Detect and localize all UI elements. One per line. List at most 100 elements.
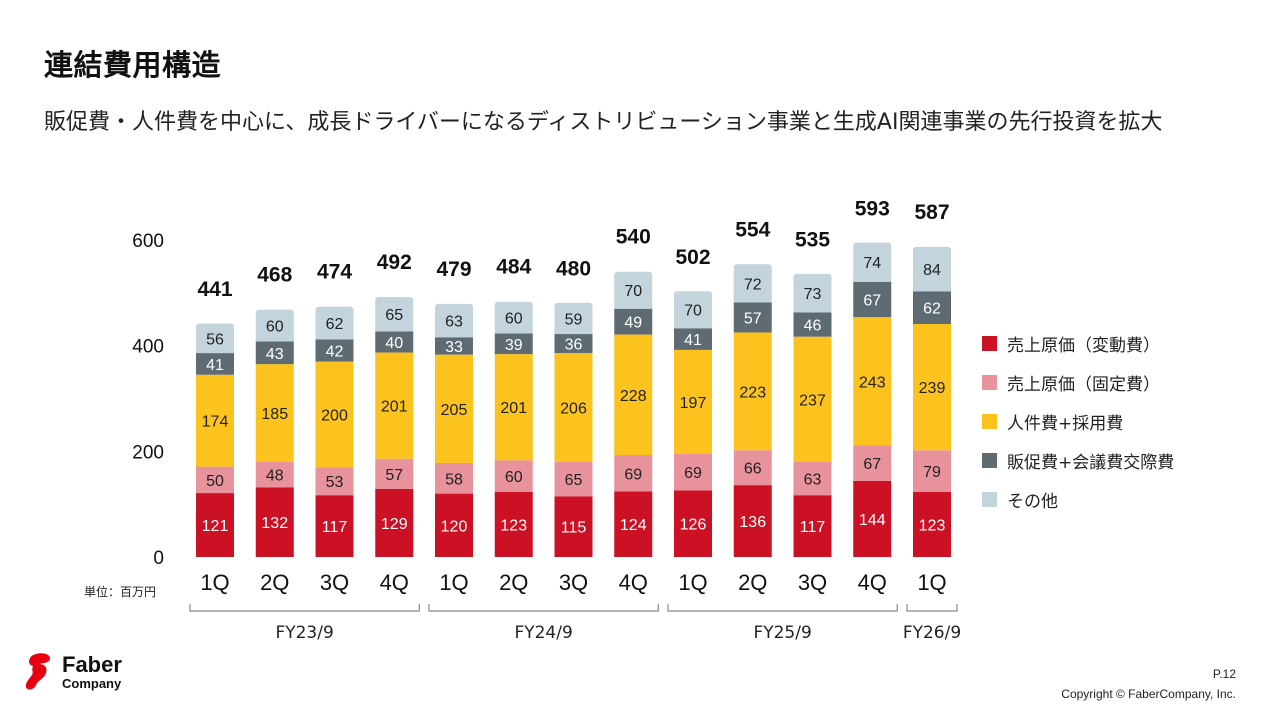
bar-segment bbox=[793, 273, 832, 313]
legend-label: 売上原価（変動費） bbox=[1007, 336, 1160, 356]
bars: 121 50 174 41 56 132 48 185 43 60 117 53 200 42 62 129 5… bbox=[196, 242, 951, 557]
bar-segment bbox=[255, 461, 294, 488]
bar-segment-label: 117 bbox=[322, 519, 348, 536]
y-tick-label: 200 bbox=[132, 442, 164, 463]
company-logo: Faber Company bbox=[24, 652, 122, 692]
bar-segment-label: 205 bbox=[441, 402, 468, 419]
bar-segment-label: 65 bbox=[385, 307, 403, 324]
bar-segment-label: 48 bbox=[266, 468, 284, 485]
x-tick-label: 1Q bbox=[917, 570, 946, 595]
bar-total-label: 492 bbox=[377, 251, 412, 274]
bar-segment bbox=[793, 312, 832, 337]
bar-segment-label: 57 bbox=[385, 467, 403, 484]
bar-segment-fill bbox=[614, 304, 653, 309]
bar-segment bbox=[435, 493, 473, 557]
bar-segment bbox=[315, 467, 354, 496]
bar-segment-label: 70 bbox=[684, 303, 702, 320]
legend-item: 売上原価（固定費） bbox=[982, 363, 1174, 402]
bar-segment-label: 84 bbox=[923, 262, 941, 279]
bar-segment-fill bbox=[793, 308, 832, 313]
logo-subname: Company bbox=[62, 676, 122, 691]
bar-segment-label: 201 bbox=[500, 400, 527, 417]
bar-segment-label: 123 bbox=[500, 518, 527, 535]
bar-segment-fill bbox=[554, 330, 593, 335]
bar-segment-label: 40 bbox=[385, 335, 403, 352]
bar-segment bbox=[913, 246, 951, 292]
bar-segment bbox=[853, 445, 892, 481]
legend-swatch bbox=[982, 414, 997, 429]
bar-segment bbox=[255, 341, 294, 365]
bar-segment bbox=[614, 308, 653, 335]
page-subtitle: 販促費・人件費を中心に、成長ドライバーになるディストリビューション事業と生成AI… bbox=[44, 110, 1163, 135]
group-bracket bbox=[428, 604, 659, 612]
bar-segment bbox=[196, 323, 234, 354]
bar-segment-label: 39 bbox=[505, 337, 523, 354]
bar-segment bbox=[793, 336, 832, 462]
bar-segment-label: 243 bbox=[859, 374, 886, 391]
bar-segment bbox=[196, 493, 234, 557]
bar-segment-fill bbox=[435, 333, 473, 338]
y-axis: 0 200 400 600 bbox=[132, 231, 164, 569]
group-bracket bbox=[667, 604, 898, 612]
legend-label: 人件費+採用費 bbox=[1007, 414, 1124, 434]
bar-segment-label: 115 bbox=[561, 520, 587, 537]
bar-segment-label: 206 bbox=[560, 400, 587, 417]
group-bracket bbox=[189, 604, 420, 612]
bar-segment-fill bbox=[255, 337, 294, 342]
bar-segment-label: 63 bbox=[804, 472, 822, 489]
bar-segment-label: 49 bbox=[624, 315, 642, 332]
bar-total-label: 480 bbox=[556, 257, 591, 280]
bar-segment-fill bbox=[733, 298, 772, 303]
bar-segment bbox=[733, 332, 772, 451]
bar-segment bbox=[435, 303, 473, 338]
bar-segment bbox=[793, 461, 832, 496]
bar-segment bbox=[674, 328, 712, 350]
bar-segment bbox=[375, 297, 414, 332]
bar-segment bbox=[375, 352, 414, 459]
bar-total-label: 468 bbox=[257, 264, 292, 287]
bar-segment bbox=[554, 496, 593, 557]
bar-segment-label: 60 bbox=[266, 319, 284, 336]
bar-segment-label: 42 bbox=[326, 343, 344, 360]
bar-segment-label: 41 bbox=[206, 357, 224, 374]
bar-segment bbox=[554, 334, 593, 354]
bar-segment-fill bbox=[315, 335, 354, 340]
bar-segment-label: 123 bbox=[919, 518, 946, 535]
bar-total-label: 502 bbox=[675, 246, 710, 269]
legend-item: 販促費+会議費交際費 bbox=[982, 441, 1174, 480]
legend-swatch bbox=[982, 492, 997, 507]
bar-segment-label: 223 bbox=[739, 384, 766, 401]
bar-segment bbox=[913, 492, 951, 557]
bar-segment-label: 41 bbox=[684, 332, 702, 349]
x-tick-label: 2Q bbox=[260, 570, 289, 595]
y-tick-label: 400 bbox=[132, 337, 164, 358]
bar-segment-label: 237 bbox=[799, 392, 826, 409]
bar-segment bbox=[315, 339, 354, 362]
bar-segment bbox=[554, 461, 593, 497]
logo-name: Faber bbox=[62, 652, 122, 677]
bar-segment bbox=[853, 242, 892, 282]
bar-segment-label: 65 bbox=[565, 472, 583, 489]
bar-segment bbox=[853, 281, 892, 318]
group-label: FY24/9 bbox=[514, 623, 572, 643]
bar-segment-label: 74 bbox=[863, 255, 881, 272]
x-tick-label: 3Q bbox=[798, 570, 827, 595]
bar-segment bbox=[494, 492, 533, 557]
bar-segment-label: 72 bbox=[744, 276, 762, 293]
bar-segment bbox=[494, 301, 533, 334]
unit-label: 単位：百万円 bbox=[84, 585, 157, 599]
page-number: P.12 bbox=[1212, 667, 1236, 681]
bar-segment bbox=[315, 306, 354, 340]
bar-segment-label: 63 bbox=[445, 314, 463, 331]
bar-segment bbox=[674, 490, 712, 557]
bar-segment-label: 60 bbox=[505, 311, 523, 328]
bar-segment-label: 201 bbox=[381, 399, 408, 416]
bar-segment bbox=[435, 337, 473, 355]
bar-segment bbox=[375, 331, 414, 353]
group-label: FY26/9 bbox=[903, 623, 961, 643]
bar-segment bbox=[435, 462, 473, 494]
legend-item: その他 bbox=[982, 480, 1174, 519]
bar-segment-label: 200 bbox=[321, 407, 348, 424]
fiscal-year-groups: FY23/9 FY24/9 FY25/9 FY26/9 bbox=[189, 604, 961, 643]
bar-segment-label: 50 bbox=[206, 473, 224, 490]
